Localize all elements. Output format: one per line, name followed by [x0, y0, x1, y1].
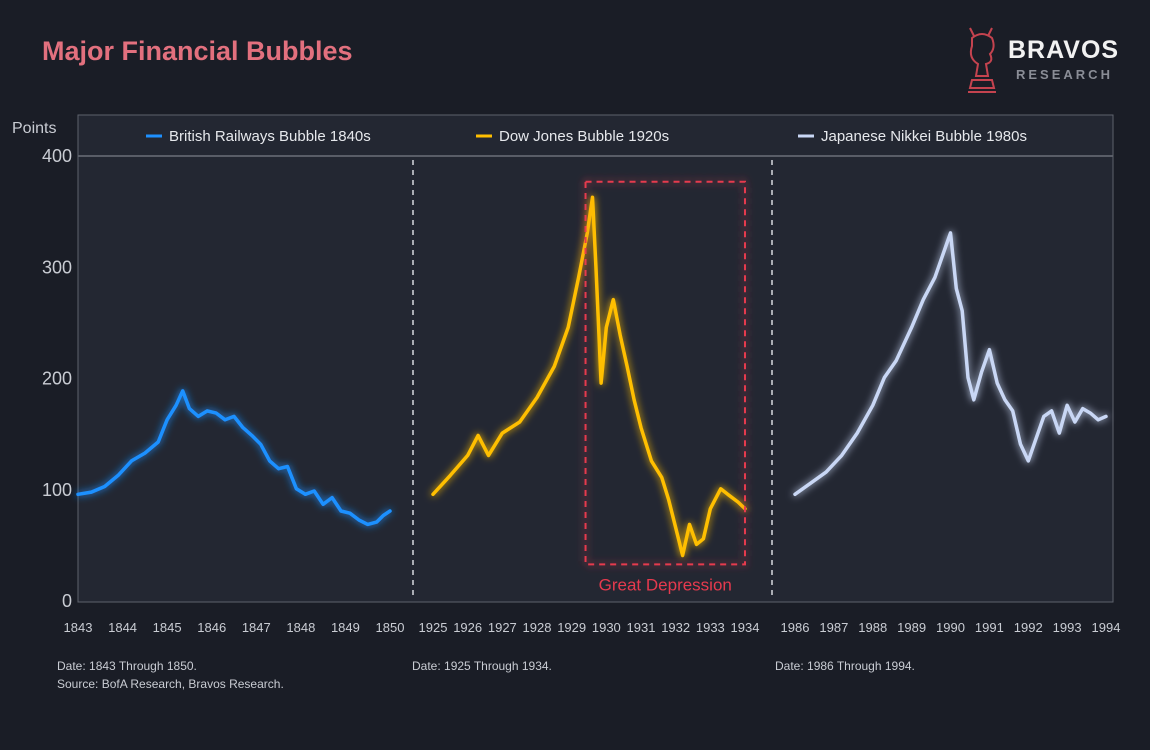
x-tick-label: 1927 — [488, 620, 517, 635]
x-tick-label: 1930 — [592, 620, 621, 635]
x-tick-label: 1846 — [197, 620, 226, 635]
y-tick-label: 300 — [42, 257, 72, 277]
x-tick-label: 1991 — [975, 620, 1004, 635]
brand-logo: BRAVOS RESEARCH — [962, 24, 1132, 100]
note-date-2: Date: 1925 Through 1934. — [412, 659, 552, 673]
x-tick-label: 1845 — [153, 620, 182, 635]
x-tick-label: 1993 — [1053, 620, 1082, 635]
series-line — [793, 231, 1108, 497]
brand-sub: RESEARCH — [1016, 67, 1113, 82]
knight-chess-icon — [968, 27, 996, 93]
series-line — [76, 389, 392, 527]
x-tick-label: 1929 — [557, 620, 586, 635]
x-tick-label: 1926 — [453, 620, 482, 635]
chart-title: Major Financial Bubbles — [42, 36, 353, 66]
plot-panel — [78, 115, 1113, 602]
series-line — [431, 195, 747, 558]
note-source: Source: BofA Research, Bravos Research. — [57, 677, 284, 691]
x-tick-label: 1849 — [331, 620, 360, 635]
note-panel-1: Date: 1843 Through 1850. Source: BofA Re… — [57, 657, 284, 693]
x-tick-label: 1986 — [781, 620, 810, 635]
chart-panels: 1843 1844 1845 1846 1847 1848 1849 1850 1925 1926… — [64, 160, 1121, 635]
x-tick-label: 1931 — [627, 620, 656, 635]
x-tick-label: 1928 — [523, 620, 552, 635]
legend-entry: Japanese Nikkei Bubble 1980s — [821, 128, 1027, 145]
x-tick-label: 1925 — [419, 620, 448, 635]
x-tick-label: 1850 — [376, 620, 405, 635]
x-tick-label: 1992 — [1014, 620, 1043, 635]
x-tick-label: 1988 — [858, 620, 887, 635]
legend: British Railways Bubble 1840s Dow Jones B… — [146, 128, 1027, 145]
y-tick-label: 200 — [42, 369, 72, 389]
x-tick-label: 1847 — [242, 620, 271, 635]
y-tick-label: 0 — [62, 591, 72, 611]
x-tick-label: 1987 — [819, 620, 848, 635]
annotation-box — [584, 180, 746, 566]
y-tick-label: 400 — [42, 146, 72, 166]
plot-frame — [77, 114, 1114, 603]
y-axis-label: Points — [12, 120, 56, 137]
brand-name: BRAVOS — [1008, 36, 1120, 64]
x-tick-label: 1848 — [286, 620, 315, 635]
x-tick-label: 1934 — [731, 620, 760, 635]
legend-entry: British Railways Bubble 1840s — [169, 128, 371, 145]
y-tick-label: 100 — [42, 480, 72, 500]
x-tick-label: 1843 — [64, 620, 93, 635]
note-date-1: Date: 1843 Through 1850. — [57, 659, 197, 673]
note-panel-2: Date: 1925 Through 1934. — [412, 657, 552, 675]
annotation-label: Great Depression — [599, 575, 732, 594]
x-tick-label: 1990 — [936, 620, 965, 635]
note-panel-3: Date: 1986 Through 1994. — [775, 657, 915, 675]
x-tick-label: 1844 — [108, 620, 137, 635]
y-axis: 0 100 200 300 400 — [42, 146, 72, 611]
note-date-3: Date: 1986 Through 1994. — [775, 659, 915, 673]
x-tick-label: 1989 — [897, 620, 926, 635]
legend-entry: Dow Jones Bubble 1920s — [499, 128, 669, 145]
x-tick-label: 1933 — [696, 620, 725, 635]
x-tick-label: 1994 — [1092, 620, 1121, 635]
x-tick-label: 1932 — [661, 620, 690, 635]
